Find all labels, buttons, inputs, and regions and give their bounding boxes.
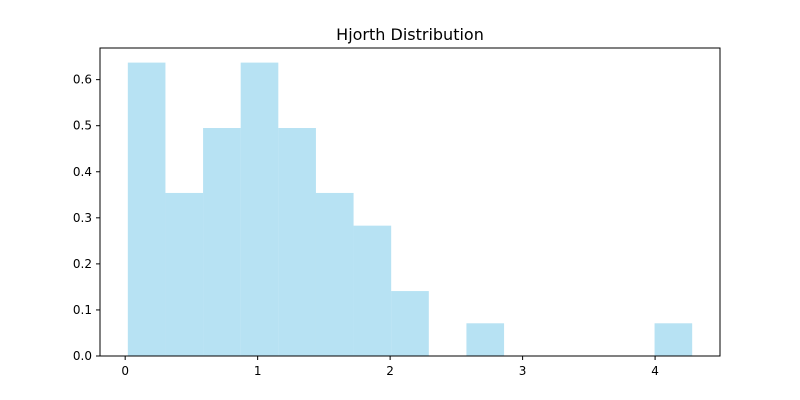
x-tick-label: 3: [519, 364, 527, 378]
histogram-bar: [315, 192, 354, 356]
y-tick-label: 0.5: [73, 119, 92, 133]
bars-group: [127, 62, 693, 357]
x-tick-label: 4: [651, 364, 659, 378]
histogram-bar: [165, 192, 204, 356]
y-tick-label: 0.1: [73, 303, 92, 317]
histogram-bar: [127, 62, 166, 357]
y-axis: 0.0 0.1 0.2 0.3 0.4 0.5 0.6: [73, 73, 100, 363]
histogram-bar: [391, 291, 429, 356]
histogram-bar: [203, 128, 241, 356]
x-tick-label: 2: [386, 364, 394, 378]
histogram-bar: [353, 225, 392, 356]
chart-title: Hjorth Distribution: [336, 25, 484, 44]
x-tick-label: 1: [254, 364, 262, 378]
y-tick-label: 0.6: [73, 73, 92, 87]
histogram-bar: [654, 323, 693, 356]
x-tick-label: 0: [121, 364, 129, 378]
y-tick-label: 0.2: [73, 257, 92, 271]
y-tick-label: 0.3: [73, 211, 92, 225]
axes-frame: [99, 47, 721, 357]
histogram-bar: [466, 323, 505, 356]
histogram-bar: [240, 62, 279, 357]
y-tick-label: 0.4: [73, 165, 92, 179]
y-tick-label: 0.0: [73, 349, 92, 363]
histogram-bar: [278, 128, 316, 356]
x-axis: 0 1 2 3 4: [121, 356, 659, 378]
